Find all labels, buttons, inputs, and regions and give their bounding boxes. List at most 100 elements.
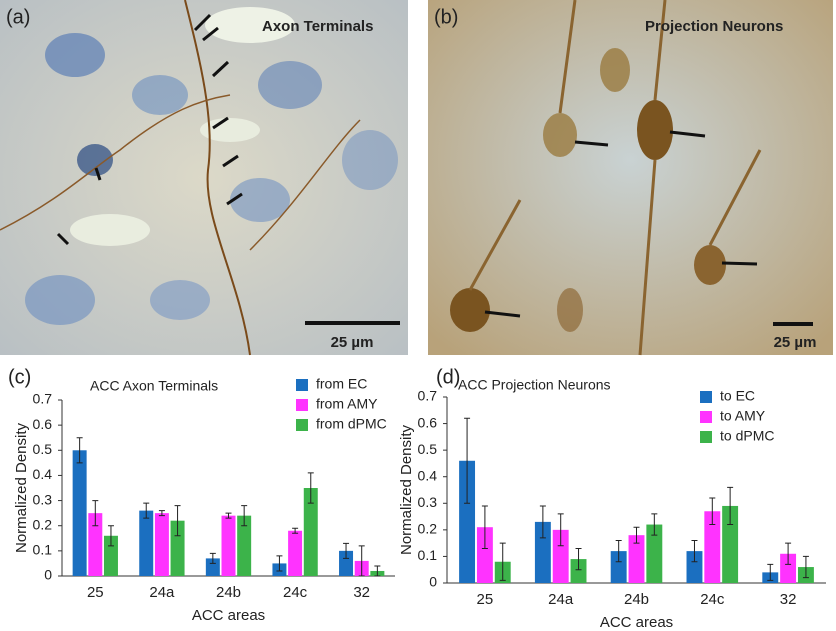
y-tick-label: 0 (429, 574, 437, 590)
error-bar (481, 505, 488, 549)
bar (303, 488, 318, 576)
bar (237, 515, 252, 576)
y-tick-label: 0 (44, 567, 52, 583)
error-bar (633, 526, 640, 544)
error-bar (292, 527, 299, 534)
error-bar (225, 512, 232, 519)
y-tick-label: 0.1 (418, 547, 438, 563)
x-axis-label: ACC areas (600, 614, 673, 631)
x-tick-label: 24b (216, 584, 241, 601)
error-bar (615, 539, 622, 563)
error-bar (499, 542, 506, 581)
y-tick-label: 0.2 (418, 521, 438, 537)
image-title: Axon Terminals (262, 18, 373, 35)
x-tick-label: 25 (87, 584, 104, 601)
error-bar (76, 437, 83, 464)
error-bar (575, 547, 582, 571)
legend-swatch (700, 391, 712, 403)
y-tick-label: 0.6 (33, 416, 53, 432)
error-bar (651, 513, 658, 536)
error-bar (307, 472, 314, 504)
legend-swatch (700, 411, 712, 423)
bar (628, 535, 645, 583)
bar (72, 450, 87, 576)
micrograph-a (0, 0, 408, 356)
bar (288, 530, 303, 576)
x-tick-label: 24c (283, 584, 308, 601)
error-bar (209, 552, 216, 564)
bar (88, 513, 103, 576)
error-bar (557, 513, 564, 547)
y-tick-label: 0.6 (418, 414, 438, 430)
y-tick-label: 0.7 (33, 391, 53, 407)
error-bar (802, 555, 809, 579)
error-bar (464, 417, 471, 504)
y-tick-label: 0.3 (418, 494, 438, 510)
y-tick-label: 0.4 (418, 467, 438, 483)
x-tick-label: 24b (624, 591, 649, 608)
legend-label: from AMY (316, 396, 378, 412)
error-bar (709, 497, 716, 526)
scale-label: 25 µm (331, 334, 374, 351)
panel-label: (b) (434, 6, 458, 28)
bar (722, 505, 739, 583)
error-bar (241, 505, 248, 527)
bar (103, 535, 118, 576)
error-bar (276, 555, 283, 572)
y-tick-label: 0.3 (33, 491, 53, 507)
bar (205, 558, 220, 576)
bar (646, 524, 663, 583)
x-tick-label: 24a (149, 584, 175, 601)
error-bar (158, 510, 165, 517)
y-axis-label: Normalized Density (13, 422, 30, 553)
error-bar (691, 539, 698, 563)
legend-label: to AMY (720, 408, 766, 424)
error-bar (343, 542, 350, 559)
legend-swatch (296, 399, 308, 411)
x-axis-label: ACC areas (192, 607, 265, 624)
error-bar (539, 505, 546, 539)
panel-label: (a) (6, 6, 30, 28)
panel-label: (c) (8, 366, 31, 388)
y-tick-label: 0.4 (33, 466, 53, 482)
legend-swatch (296, 379, 308, 391)
bar (459, 460, 476, 583)
scale-label: 25 µm (774, 334, 817, 351)
legend-swatch (296, 419, 308, 431)
x-tick-label: 24c (700, 591, 725, 608)
image-title: Projection Neurons (645, 18, 783, 35)
error-bar (107, 525, 114, 547)
bar (686, 551, 703, 583)
bar (570, 559, 587, 583)
bar (704, 511, 721, 583)
legend-label: from dPMC (316, 416, 387, 432)
error-bar (785, 542, 792, 565)
bar (339, 550, 354, 576)
legend-label: to dPMC (720, 428, 774, 444)
x-tick-label: 24a (548, 591, 574, 608)
x-tick-label: 32 (780, 591, 797, 608)
y-tick-label: 0.5 (33, 441, 53, 457)
bar (139, 510, 154, 576)
x-tick-label: 32 (353, 584, 370, 601)
y-tick-label: 0.5 (418, 441, 438, 457)
y-tick-label: 0.1 (33, 542, 53, 558)
y-tick-label: 0.2 (33, 516, 53, 532)
legend-swatch (700, 431, 712, 443)
y-axis-label: Normalized Density (398, 424, 415, 555)
legend-label: from EC (316, 376, 367, 392)
bar (476, 527, 493, 583)
x-tick-label: 25 (477, 591, 494, 608)
panel-label: (d) (436, 366, 460, 388)
error-bar (374, 565, 381, 577)
error-bar (174, 505, 181, 537)
legend-label: to EC (720, 388, 755, 404)
bar (170, 520, 185, 576)
error-bar (358, 545, 365, 577)
bar (780, 553, 797, 583)
error-bar (92, 500, 99, 527)
error-bar (767, 563, 774, 581)
error-bar (143, 502, 150, 519)
chart-title: ACC Axon Terminals (90, 378, 218, 394)
